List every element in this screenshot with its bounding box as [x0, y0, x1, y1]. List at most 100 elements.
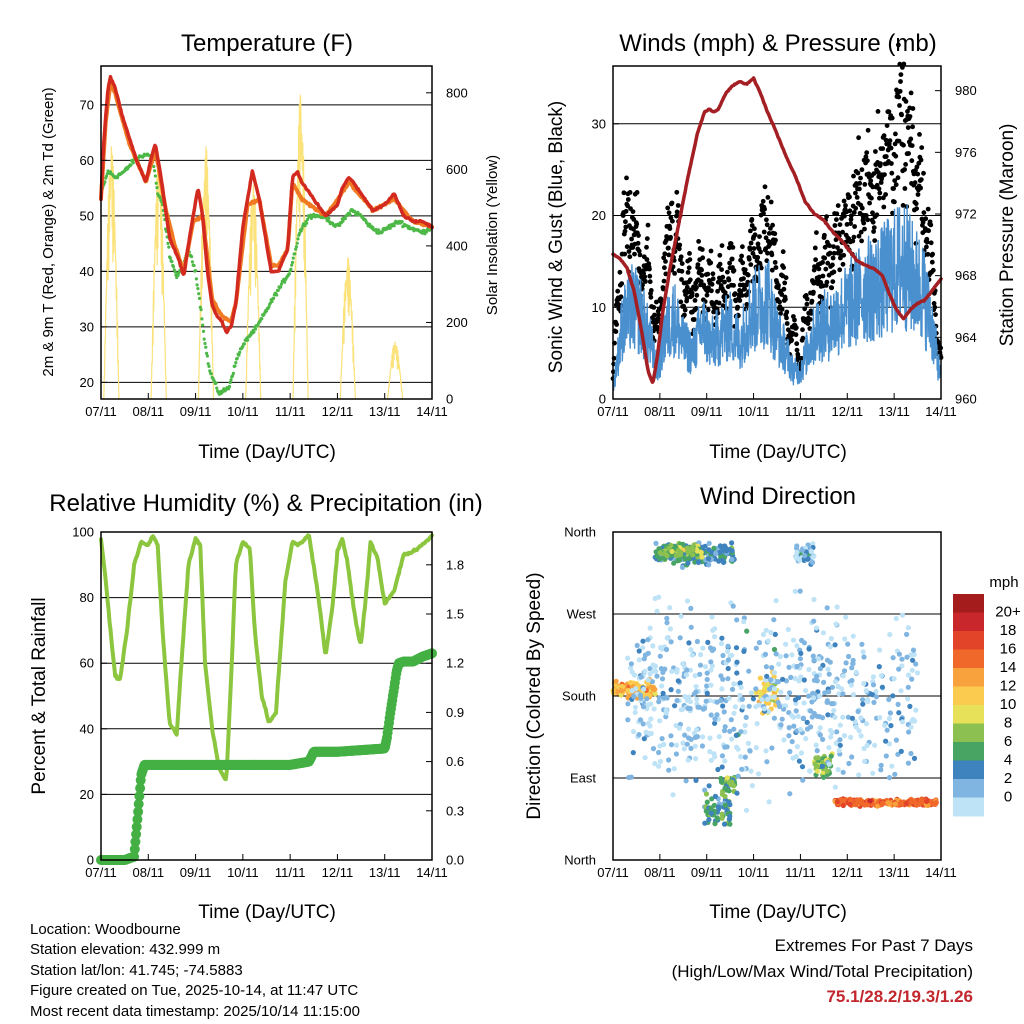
direction-point	[634, 642, 640, 649]
wind-direction-panel: Wind Direction NorthEastSouthWestNorth07…	[524, 483, 1021, 923]
direction-point	[819, 763, 826, 770]
direction-point	[899, 663, 905, 669]
winds-x-tick-label: 08/11	[644, 404, 676, 419]
direction-point	[708, 805, 714, 811]
gust-point	[687, 257, 693, 262]
direction-point	[794, 643, 800, 649]
humidity-line	[99, 533, 434, 782]
direction-point	[652, 691, 658, 697]
direction-point	[711, 545, 717, 552]
direction-point	[861, 680, 867, 687]
temperature-y-tick-label: 60	[80, 153, 94, 168]
direction-point	[833, 621, 839, 627]
precip-point	[133, 799, 144, 809]
direction-point	[728, 717, 734, 723]
gust-point	[875, 109, 881, 114]
direction-point	[824, 698, 831, 704]
gust-point	[818, 280, 824, 285]
direction-point	[874, 803, 881, 809]
direction-point	[706, 783, 712, 789]
direction-point	[697, 662, 704, 668]
direction-point	[664, 620, 670, 626]
direction-point	[911, 755, 918, 762]
gust-point	[859, 238, 864, 244]
gust-point	[919, 145, 925, 151]
direction-point	[763, 664, 770, 670]
gust-point	[921, 170, 926, 176]
gust-point	[644, 236, 650, 242]
dewpoint-point	[235, 356, 239, 360]
direction-point	[757, 690, 764, 697]
pressure-y2-tick-label: 960	[955, 392, 977, 407]
gust-point	[902, 167, 907, 172]
direction-point	[787, 690, 793, 696]
direction-point	[910, 657, 916, 663]
direction-point	[665, 545, 672, 552]
gust-point	[739, 293, 745, 298]
gust-point	[678, 299, 684, 305]
gust-point	[926, 228, 931, 234]
dewpoint-point	[253, 327, 258, 331]
direction-point	[787, 791, 793, 797]
direction-point	[803, 688, 809, 694]
direction-point	[768, 629, 774, 636]
gust-point	[727, 260, 732, 266]
direction-point	[695, 559, 702, 565]
direction-point	[656, 763, 662, 769]
direction-point	[688, 624, 694, 630]
extremes-values: 75.1/28.2/19.3/1.26	[826, 987, 973, 1006]
pressure-y2-tick-label: 980	[955, 83, 977, 98]
direction-point	[820, 630, 827, 636]
direction-point	[759, 697, 765, 703]
winds-x-tick-label: 09/11	[691, 404, 723, 419]
station-info: Location: Woodbourne Station elevation: …	[30, 920, 360, 1022]
gust-point	[902, 186, 908, 191]
temperature-x-tick-label: 09/11	[180, 404, 212, 419]
direction-point	[708, 810, 715, 816]
direction-point	[669, 668, 675, 675]
gust-point	[895, 175, 901, 181]
dewpoint-point	[154, 181, 158, 185]
gust-point	[859, 205, 865, 211]
humidity-y-tick-label: 20	[80, 787, 94, 802]
gust-point	[812, 245, 818, 251]
direction-point	[929, 800, 936, 806]
temperature-y2-tick-label: 0	[446, 392, 453, 407]
direction-point	[742, 722, 748, 729]
direction-point	[786, 664, 792, 670]
gust-point	[883, 154, 889, 159]
gust-point	[704, 292, 710, 298]
gust-point	[627, 190, 633, 195]
direction-point	[832, 784, 838, 790]
humidity-x-tick-label: 11/11	[275, 865, 306, 880]
temp-2m-line	[99, 74, 434, 335]
dewpoint-point	[341, 219, 345, 223]
gust-point	[740, 260, 746, 266]
winds-y-tick-label: 20	[592, 208, 606, 223]
dewpoint-point	[209, 372, 213, 376]
direction-point	[810, 695, 817, 701]
gust-point	[898, 72, 904, 77]
direction-point	[675, 678, 681, 684]
direction-y-tick-label: North	[564, 525, 596, 540]
direction-point	[784, 695, 791, 701]
direction-point	[735, 773, 741, 779]
gust-point	[830, 255, 836, 261]
direction-point	[703, 698, 709, 704]
direction-x-tick-label: 07/11	[597, 865, 629, 880]
direction-x-tick-label: 12/11	[831, 865, 863, 880]
direction-point	[685, 757, 691, 763]
direction-point	[836, 691, 842, 697]
dewpoint-point	[201, 329, 206, 333]
direction-point	[645, 650, 651, 656]
gust-point	[835, 203, 841, 209]
direction-point	[828, 636, 834, 642]
direction-point	[799, 637, 805, 644]
direction-point	[669, 548, 675, 555]
gust-point	[710, 276, 716, 282]
gust-point	[862, 182, 868, 187]
direction-point	[687, 705, 693, 712]
direction-point	[839, 686, 845, 692]
temperature-x-tick-label: 11/11	[275, 404, 306, 419]
